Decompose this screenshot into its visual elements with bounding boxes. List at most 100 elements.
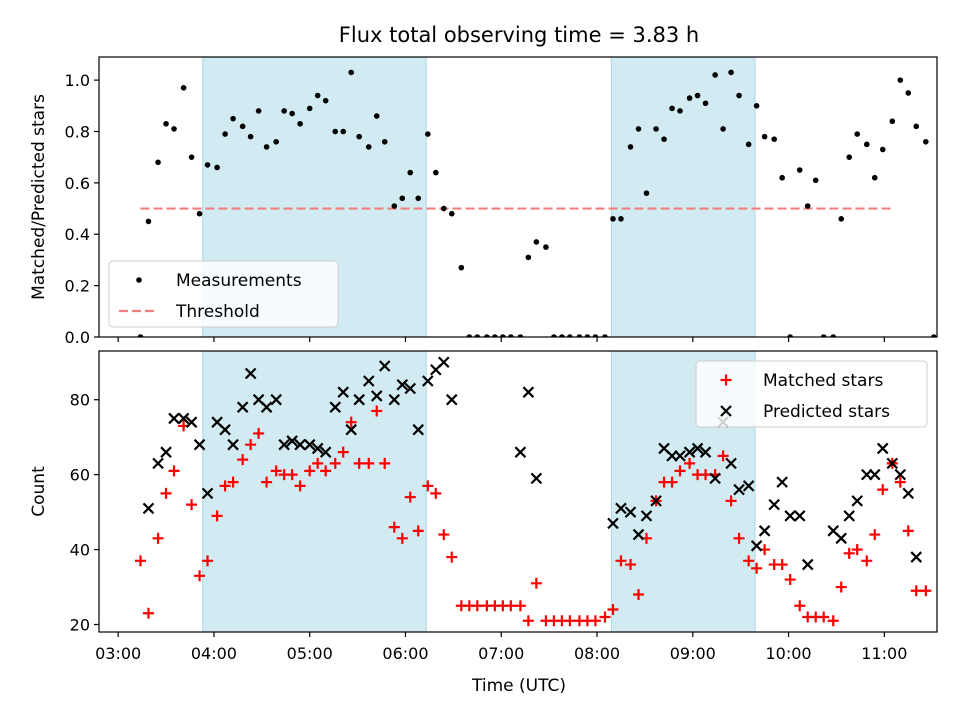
matched-point [725,495,737,507]
matched-point [794,600,806,612]
y-tick-label: 1.0 [65,71,90,90]
measurement-point [863,141,870,148]
measurement-point [745,141,752,148]
figure-title: Flux total observing time = 3.83 h [339,23,699,47]
predicted-point [709,472,721,485]
matched-point [522,615,534,627]
measurement-point [820,334,827,337]
predicted-point [615,502,627,515]
measurement-point [448,210,455,217]
measurement-point [796,167,803,173]
measurement-point [576,334,583,337]
y-tick-label: 20 [70,616,90,635]
measurement-point [263,144,270,150]
matched-point [353,457,365,469]
measurement-point [247,133,254,140]
measurement-point [728,69,734,76]
x-tick-label: 06:00 [382,644,428,663]
matched-point [666,476,678,488]
matched-point [270,465,282,477]
y-axis-label: Count [29,466,49,517]
predicted-point [345,423,357,436]
matched-point [379,457,391,469]
predicted-point [303,438,316,451]
measurement-point [669,105,675,112]
legend: Measurements Threshold [108,260,339,328]
x-tick-label: 05:00 [287,644,333,663]
y-tick-label: 0.4 [65,225,90,244]
predicted-point [742,480,755,492]
measurement-point [931,334,937,337]
measurement-point [897,77,904,83]
measurement-point [854,131,860,137]
measurement-point [171,126,177,132]
measurement-point [525,254,532,261]
predicted-point [674,450,686,462]
matched-point [396,532,408,544]
matched-point [910,585,922,597]
predicted-point [776,476,788,488]
y-tick-label: 40 [70,541,90,560]
predicted-point [219,423,231,436]
predicted-point [445,393,458,406]
measurement-point [602,334,608,337]
predicted-point [437,356,450,369]
matched-point [168,465,180,477]
predicted-point [750,540,763,552]
predicted-point [801,558,814,571]
matched-point [438,529,450,541]
predicted-point [152,457,164,470]
measurement-point [635,126,642,132]
measurement-point [332,128,339,135]
shaded-interval [610,57,756,337]
predicted-point [193,438,206,451]
predicted-point [185,416,198,428]
x-axis-label: Time (UTC) [471,676,566,696]
predicted-point [683,446,696,458]
predicted-point [396,378,409,391]
predicted-point [260,401,273,413]
predicted-point [236,401,249,413]
matched-point [312,457,324,469]
measurement-point [273,138,279,145]
measurement-point [322,97,329,104]
measurement-point [407,169,414,176]
measurement-point [804,203,811,209]
measurement-point [356,133,362,140]
matched-point [851,544,863,556]
y-tick-label: 0.6 [65,174,90,193]
matched-point [530,577,542,589]
predicted-point [388,393,401,406]
matched-point [152,532,164,544]
matched-point [219,480,231,492]
predicted-point [227,438,239,451]
matched-point [599,611,611,623]
predicted-point [784,510,796,522]
measurement-point [425,131,431,137]
measurement-point [145,218,152,225]
measurement-point [314,92,321,99]
y-axis-label: Matched/Predicted stars [29,94,49,300]
matched-point [135,555,147,567]
matched-point [227,476,239,488]
predicted-point [699,446,712,458]
predicted-point [902,487,915,500]
matched-point [430,487,442,499]
measurement-point [281,108,287,114]
matched-point [615,555,627,567]
matched-point [717,450,729,462]
predicted-point [843,510,855,522]
measurement-point [289,110,295,117]
measurement-point [180,85,187,91]
measurement-point [761,133,768,140]
predicted-point [894,468,907,481]
measurement-point [255,108,262,114]
measurement-point [492,334,498,337]
measurement-point [517,334,524,337]
matched-point [733,532,745,544]
x-tick-label: 11:00 [861,644,907,663]
measurement-point [373,113,380,119]
matched-point [674,465,686,477]
measurement-point [474,334,481,337]
